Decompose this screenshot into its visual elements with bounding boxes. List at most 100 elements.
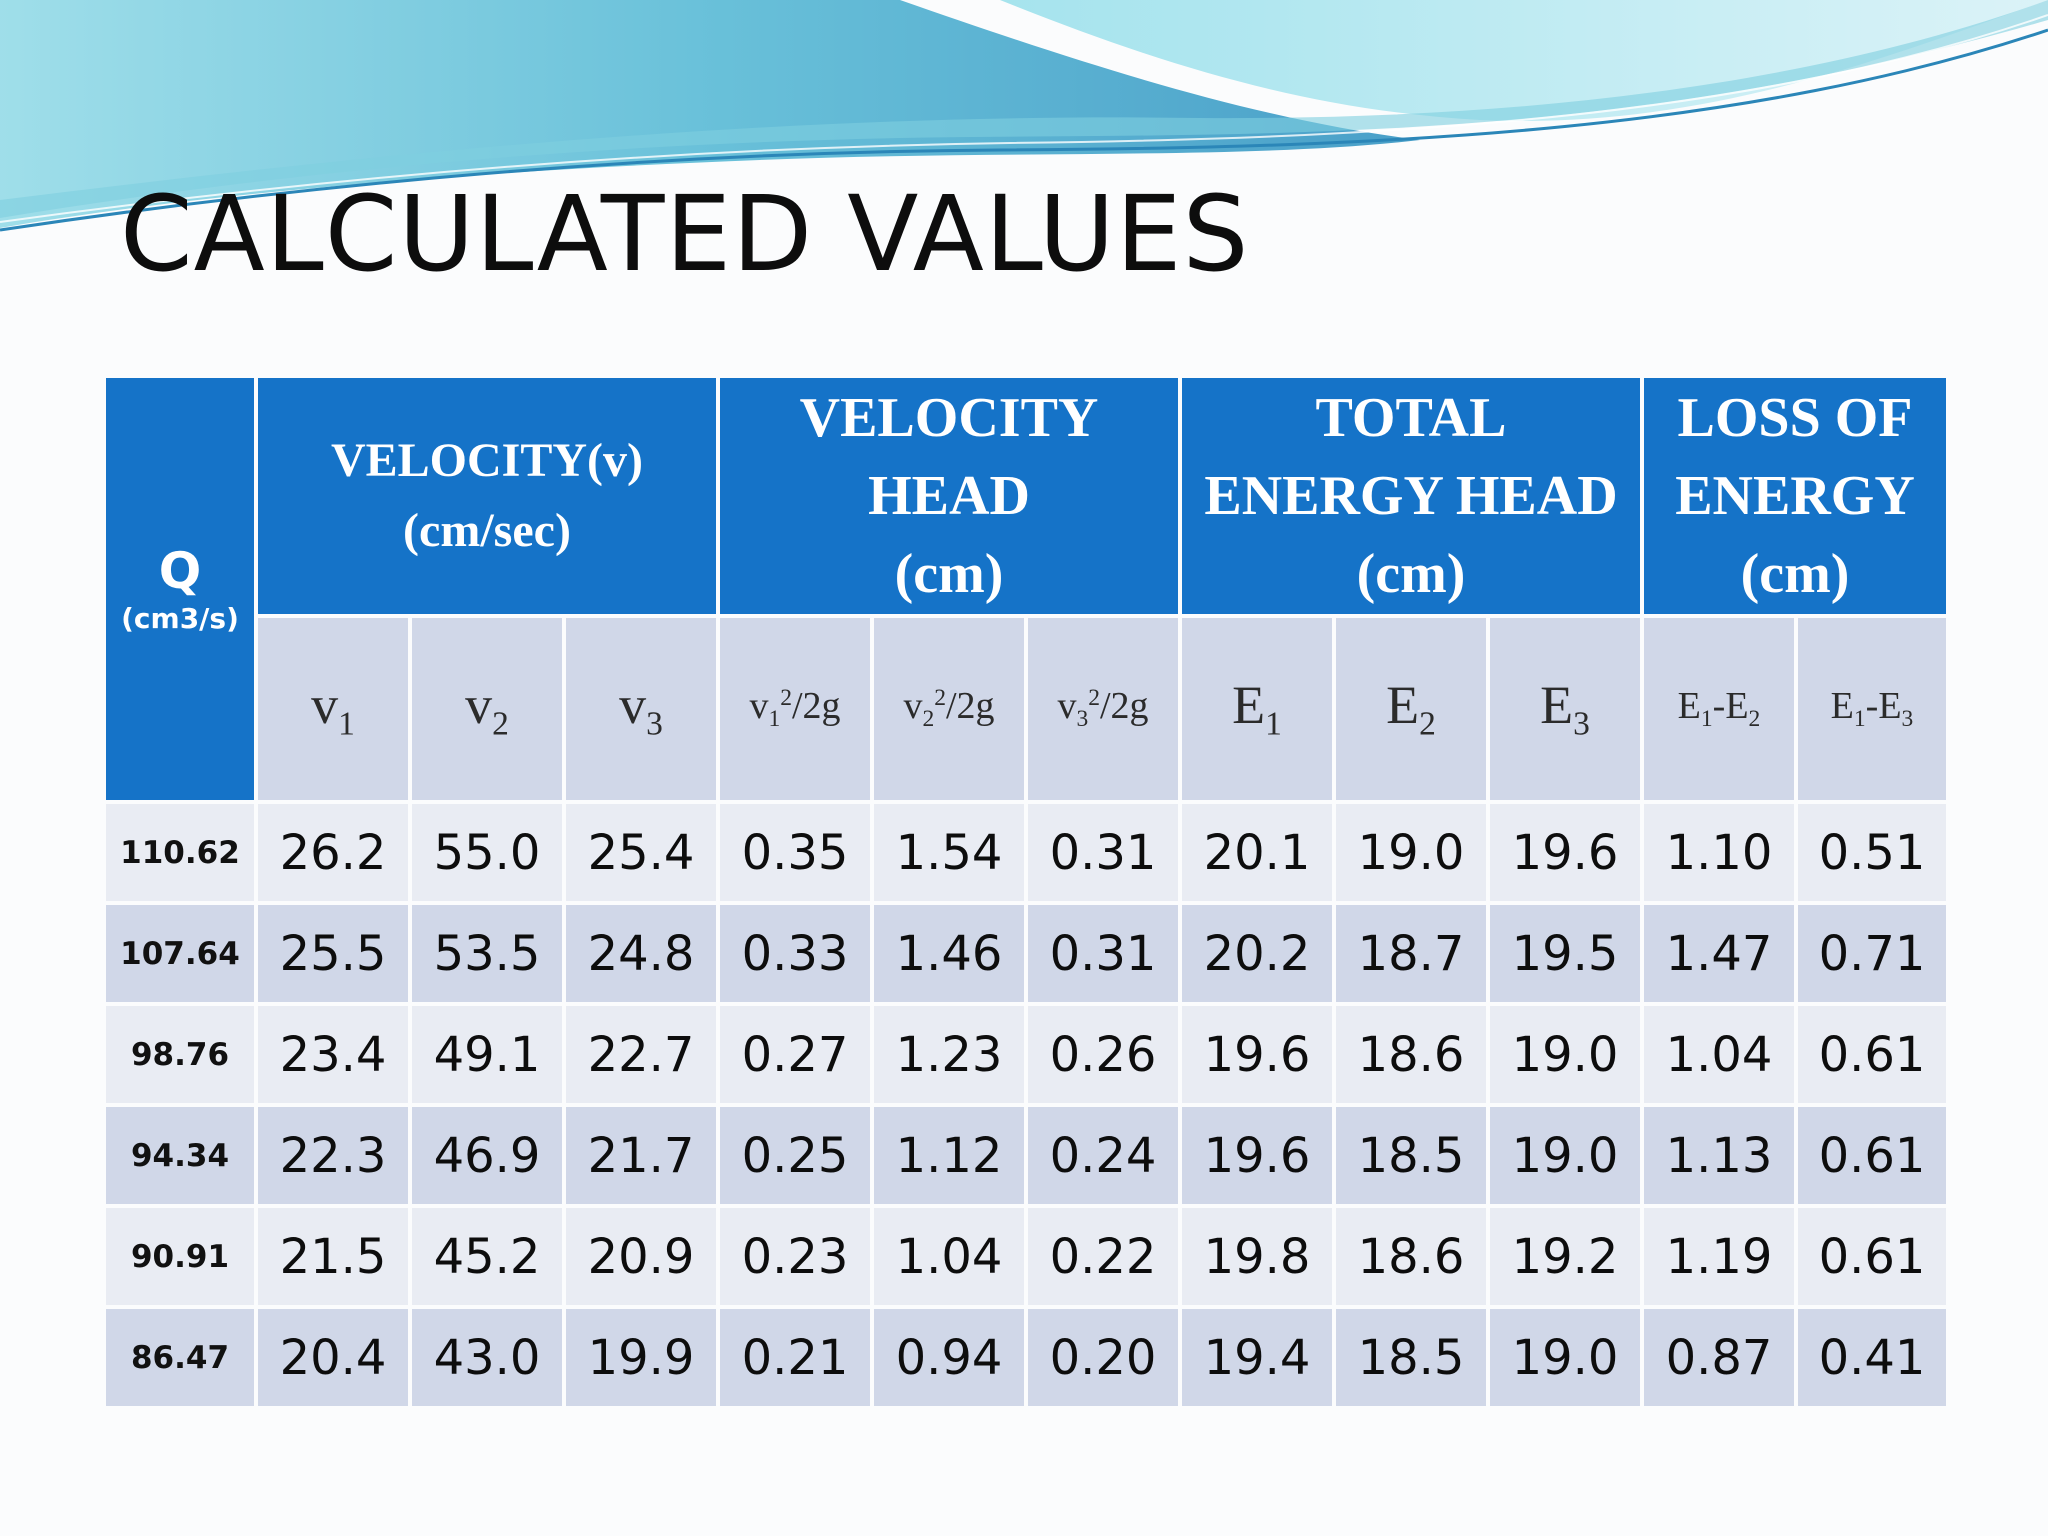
loss-energy-line3: (cm)	[1740, 543, 1850, 605]
value-cell-vh3: 0.22	[1028, 1208, 1178, 1305]
value-cell-l12: 1.04	[1644, 1006, 1794, 1103]
subheader-velocity-head-2: v22/2g	[874, 618, 1024, 800]
table-body: 110.62 26.2 55.0 25.4 0.35 1.54 0.31 20.1 19.0 19…	[106, 804, 1946, 1406]
value-cell-v2: 45.2	[412, 1208, 562, 1305]
loss-of-energy-group-header: LOSS OF ENERGY (cm)	[1644, 378, 1946, 614]
value-cell-l13: 0.41	[1798, 1309, 1946, 1406]
value-cell-vh1: 0.23	[720, 1208, 870, 1305]
value-cell-v3: 24.8	[566, 905, 716, 1002]
value-cell-vh3: 0.31	[1028, 804, 1178, 901]
value-cell-vh3: 0.24	[1028, 1107, 1178, 1204]
loss-energy-line1: LOSS OF	[1677, 387, 1913, 449]
value-cell-e2: 18.5	[1336, 1107, 1486, 1204]
value-cell-v3: 20.9	[566, 1208, 716, 1305]
value-cell-v2: 53.5	[412, 905, 562, 1002]
q-unit: (cm3/s)	[121, 601, 239, 635]
value-cell-e3: 19.0	[1490, 1309, 1640, 1406]
total-energy-line2: ENERGY HEAD	[1204, 465, 1618, 527]
subheader-e3: E3	[1490, 618, 1640, 800]
value-cell-e3: 19.2	[1490, 1208, 1640, 1305]
value-cell-v1: 21.5	[258, 1208, 408, 1305]
value-cell-e3: 19.0	[1490, 1107, 1640, 1204]
value-cell-vh3: 0.20	[1028, 1309, 1178, 1406]
total-energy-head-group-header: TOTAL ENERGY HEAD (cm)	[1182, 378, 1640, 614]
velocity-header-line1: VELOCITY(v)	[330, 434, 644, 487]
value-cell-e1: 19.6	[1182, 1006, 1332, 1103]
value-cell-v1: 20.4	[258, 1309, 408, 1406]
table-row: 94.34 22.3 46.9 21.7 0.25 1.12 0.24 19.6 18.5 19.…	[106, 1107, 1946, 1204]
subheader-v2: v2	[412, 618, 562, 800]
table-row: 90.91 21.5 45.2 20.9 0.23 1.04 0.22 19.8 18.6 19.…	[106, 1208, 1946, 1305]
value-cell-vh2: 1.04	[874, 1208, 1024, 1305]
q-value-cell: 98.76	[106, 1006, 254, 1103]
value-cell-e1: 20.2	[1182, 905, 1332, 1002]
total-energy-line3: (cm)	[1356, 543, 1466, 605]
loss-energy-line2: ENERGY	[1675, 465, 1915, 527]
value-cell-vh2: 1.12	[874, 1107, 1024, 1204]
value-cell-e2: 18.5	[1336, 1309, 1486, 1406]
subheader-velocity-head-3: v32/2g	[1028, 618, 1178, 800]
table-row: 86.47 20.4 43.0 19.9 0.21 0.94 0.20 19.4 18.5 19.…	[106, 1309, 1946, 1406]
value-cell-vh1: 0.35	[720, 804, 870, 901]
value-cell-v1: 26.2	[258, 804, 408, 901]
value-cell-l12: 1.13	[1644, 1107, 1794, 1204]
value-cell-e2: 19.0	[1336, 804, 1486, 901]
calculated-values-table: Q (cm3/s) VELOCITY(v) (cm/sec) VELOCITY …	[102, 374, 1950, 1410]
table-row: 98.76 23.4 49.1 22.7 0.27 1.23 0.26 19.6 18.6 19.…	[106, 1006, 1946, 1103]
subheader-e1: E1	[1182, 618, 1332, 800]
velocity-head-line2: HEAD	[868, 465, 1030, 527]
value-cell-v1: 22.3	[258, 1107, 408, 1204]
value-cell-v3: 19.9	[566, 1309, 716, 1406]
value-cell-e1: 19.6	[1182, 1107, 1332, 1204]
velocity-group-header: VELOCITY(v) (cm/sec)	[258, 378, 716, 614]
q-header: Q (cm3/s)	[106, 378, 254, 800]
value-cell-vh3: 0.26	[1028, 1006, 1178, 1103]
value-cell-e1: 20.1	[1182, 804, 1332, 901]
value-cell-vh3: 0.31	[1028, 905, 1178, 1002]
value-cell-v2: 55.0	[412, 804, 562, 901]
velocity-head-line3: (cm)	[894, 543, 1004, 605]
velocity-header-line2: (cm/sec)	[403, 504, 571, 557]
value-cell-v3: 21.7	[566, 1107, 716, 1204]
value-cell-v1: 23.4	[258, 1006, 408, 1103]
value-cell-l12: 0.87	[1644, 1309, 1794, 1406]
value-cell-v3: 22.7	[566, 1006, 716, 1103]
value-cell-vh2: 1.46	[874, 905, 1024, 1002]
velocity-head-line1: VELOCITY	[799, 387, 1099, 449]
value-cell-v1: 25.5	[258, 905, 408, 1002]
value-cell-vh1: 0.25	[720, 1107, 870, 1204]
subheader-loss-e1-e2: E1-E2	[1644, 618, 1794, 800]
value-cell-e2: 18.6	[1336, 1208, 1486, 1305]
value-cell-l13: 0.51	[1798, 804, 1946, 901]
value-cell-e2: 18.6	[1336, 1006, 1486, 1103]
value-cell-v2: 46.9	[412, 1107, 562, 1204]
q-symbol: Q	[158, 541, 202, 600]
value-cell-vh2: 0.94	[874, 1309, 1024, 1406]
velocity-head-group-header: VELOCITY HEAD (cm)	[720, 378, 1178, 614]
q-value-cell: 110.62	[106, 804, 254, 901]
value-cell-e2: 18.7	[1336, 905, 1486, 1002]
value-cell-e3: 19.0	[1490, 1006, 1640, 1103]
header-wave-decoration	[0, 0, 2048, 232]
value-cell-vh2: 1.23	[874, 1006, 1024, 1103]
q-value-cell: 86.47	[106, 1309, 254, 1406]
value-cell-l12: 1.47	[1644, 905, 1794, 1002]
value-cell-l13: 0.61	[1798, 1107, 1946, 1204]
value-cell-l13: 0.61	[1798, 1006, 1946, 1103]
value-cell-v2: 43.0	[412, 1309, 562, 1406]
value-cell-l13: 0.61	[1798, 1208, 1946, 1305]
total-energy-line1: TOTAL	[1315, 387, 1507, 449]
value-cell-vh1: 0.21	[720, 1309, 870, 1406]
value-cell-e1: 19.4	[1182, 1309, 1332, 1406]
value-cell-e3: 19.5	[1490, 905, 1640, 1002]
value-cell-v3: 25.4	[566, 804, 716, 901]
value-cell-l12: 1.19	[1644, 1208, 1794, 1305]
slide-title: CALCULATED VALUES	[120, 173, 1250, 295]
subheader-loss-e1-e3: E1-E3	[1798, 618, 1946, 800]
value-cell-e3: 19.6	[1490, 804, 1640, 901]
q-value-cell: 90.91	[106, 1208, 254, 1305]
table-row: 110.62 26.2 55.0 25.4 0.35 1.54 0.31 20.1 19.0 19…	[106, 804, 1946, 901]
value-cell-e1: 19.8	[1182, 1208, 1332, 1305]
q-value-cell: 94.34	[106, 1107, 254, 1204]
subheader-v3: v3	[566, 618, 716, 800]
